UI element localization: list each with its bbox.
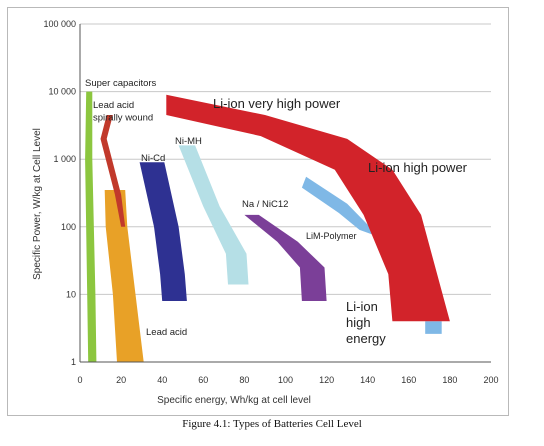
label-ni-mh: Ni-MH [175, 136, 202, 147]
axes: 1 10 100 1 000 10 000 100 000 0 20 40 60 80 100 120 1… [43, 19, 498, 385]
label-line: Li-ion very high power [213, 96, 341, 111]
label-line: Super capacitors [85, 78, 157, 89]
y-tick-label: 10 000 [48, 87, 76, 97]
label-na-nic12: Na / NiC12 [242, 199, 288, 210]
y-tick-label: 100 [61, 222, 76, 232]
label-line: energy [346, 331, 386, 346]
label-line: Li-ion high power [368, 160, 468, 175]
x-tick-label: 0 [77, 375, 82, 385]
label-line: Lead acid [146, 327, 187, 338]
y-tick-label: 1 000 [53, 154, 76, 164]
x-tick-label: 60 [198, 375, 208, 385]
region-super-capacitors [85, 91, 97, 362]
x-axis-label: Specific energy, Wh/kg at cell level [157, 395, 311, 406]
region-lim-polymer [301, 176, 380, 238]
x-tick-label: 100 [278, 375, 293, 385]
region-lim-polymer [425, 321, 442, 334]
label-lim-polymer: LiM-Polymer [306, 231, 357, 241]
y-axis-label: Specific Power, W/kg at Cell Level [32, 128, 43, 280]
label-line: Li-ion [346, 299, 378, 314]
y-tick-label: 1 [71, 357, 76, 367]
x-tick-label: 20 [116, 375, 126, 385]
x-tick-label: 80 [239, 375, 249, 385]
label-lead-acid-spirally-wound: Lead acid spirally wound [93, 100, 153, 124]
x-tick-label: 160 [401, 375, 416, 385]
x-tick-label: 180 [442, 375, 457, 385]
region-lead-acid-spirally-wound [100, 115, 126, 227]
label-line: Lead acid [93, 100, 134, 111]
x-tick-label: 40 [157, 375, 167, 385]
label-li-ion-very-high-power: Li-ion very high power [213, 96, 341, 111]
label-line: Na / NiC12 [242, 199, 288, 210]
label-line: Ni-Cd [141, 153, 165, 164]
region-ni-mh [178, 145, 249, 285]
label-lead-acid: Lead acid [146, 327, 187, 338]
x-tick-label: 140 [360, 375, 375, 385]
y-tick-label: 10 [66, 289, 76, 299]
y-tick-label: 100 000 [43, 19, 76, 29]
label-line: Ni-MH [175, 136, 202, 147]
region-li-ion-very-high-power [166, 94, 450, 322]
label-li-ion-high-energy: Li-ion high energy [346, 299, 386, 346]
label-line: high [346, 315, 371, 330]
region-na-nic12 [244, 214, 327, 301]
label-line: spirally wound [93, 113, 153, 124]
region-lead-acid [104, 190, 144, 362]
label-line: LiM-Polymer [306, 231, 357, 241]
battery-chart: 1 10 100 1 000 10 000 100 000 0 20 40 60 80 100 120 1… [32, 19, 499, 406]
x-tick-label: 200 [483, 375, 498, 385]
label-ni-cd: Ni-Cd [141, 153, 165, 164]
label-super-capacitors: Super capacitors [85, 78, 157, 89]
region-ni-cd [139, 162, 187, 301]
figure-caption: Figure 4.1: Types of Batteries Cell Leve… [182, 418, 362, 430]
chart-regions [85, 91, 450, 362]
chart-frame: 1 10 100 1 000 10 000 100 000 0 20 40 60 80 100 120 1… [7, 7, 509, 416]
label-li-ion-high-power: Li-ion high power [368, 160, 468, 175]
x-tick-label: 120 [319, 375, 334, 385]
